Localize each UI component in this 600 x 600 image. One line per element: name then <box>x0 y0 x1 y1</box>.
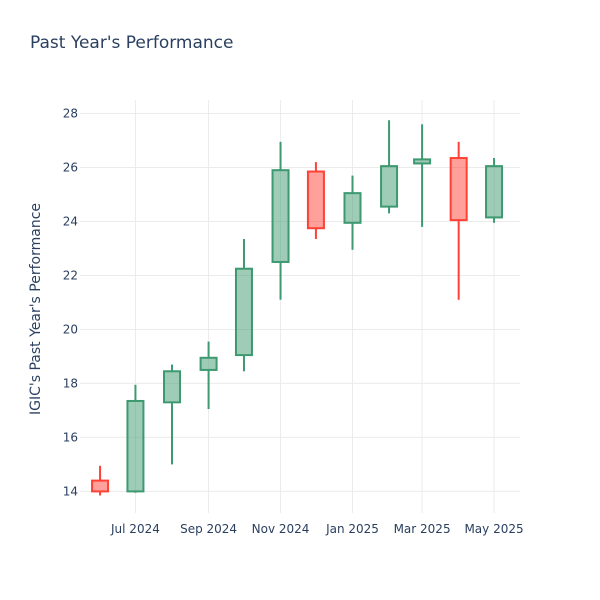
y-tick-label: 22 <box>63 268 78 282</box>
y-tick-label: 26 <box>63 160 78 174</box>
candle-increasing <box>413 124 432 227</box>
candles <box>91 120 504 496</box>
y-tick-label: 20 <box>63 322 78 336</box>
candle-decreasing <box>449 141 468 300</box>
candle-decreasing <box>306 162 325 240</box>
x-tick-label: Jul 2024 <box>110 522 160 536</box>
candle-increasing <box>234 239 253 372</box>
candle-body <box>199 356 218 371</box>
candle-body <box>343 192 362 224</box>
candle-increasing <box>163 364 182 465</box>
candle-body <box>306 170 325 230</box>
candle-increasing <box>343 175 362 250</box>
y-tick-label: 18 <box>63 376 78 390</box>
y-axis-ticks: 14 16 18 20 22 24 26 28 <box>63 106 78 498</box>
y-tick-label: 16 <box>63 430 78 444</box>
chart-title: Past Year's Performance <box>30 33 234 53</box>
candle-increasing <box>380 120 399 214</box>
candle-body <box>126 399 145 493</box>
candle-increasing <box>485 158 504 223</box>
candle-decreasing <box>91 465 110 496</box>
y-tick-label: 24 <box>63 214 78 228</box>
x-tick-label: Mar 2025 <box>394 522 451 536</box>
y-axis-title: IGIC's Past Year's Performance <box>28 203 44 415</box>
x-tick-label: Sep 2024 <box>180 522 237 536</box>
candle-increasing <box>271 141 290 300</box>
x-axis-ticks: Jul 2024 Sep 2024 Nov 2024 Jan 2025 Mar 2025… <box>110 522 524 536</box>
candle-body <box>449 157 468 222</box>
x-tick-label: May 2025 <box>464 522 523 536</box>
x-tick-label: Nov 2024 <box>252 522 310 536</box>
y-tick-label: 28 <box>63 106 78 120</box>
candle-body <box>413 158 432 165</box>
candle-body <box>380 165 399 208</box>
candle-increasing <box>199 341 218 410</box>
y-tick-label: 14 <box>63 484 78 498</box>
candle-body <box>91 479 110 493</box>
candle-increasing <box>126 384 145 493</box>
candle-body <box>163 370 182 404</box>
x-tick-label: Jan 2025 <box>325 522 379 536</box>
candle-body <box>234 267 253 357</box>
candle-body <box>485 165 504 219</box>
candle-body <box>271 169 290 263</box>
